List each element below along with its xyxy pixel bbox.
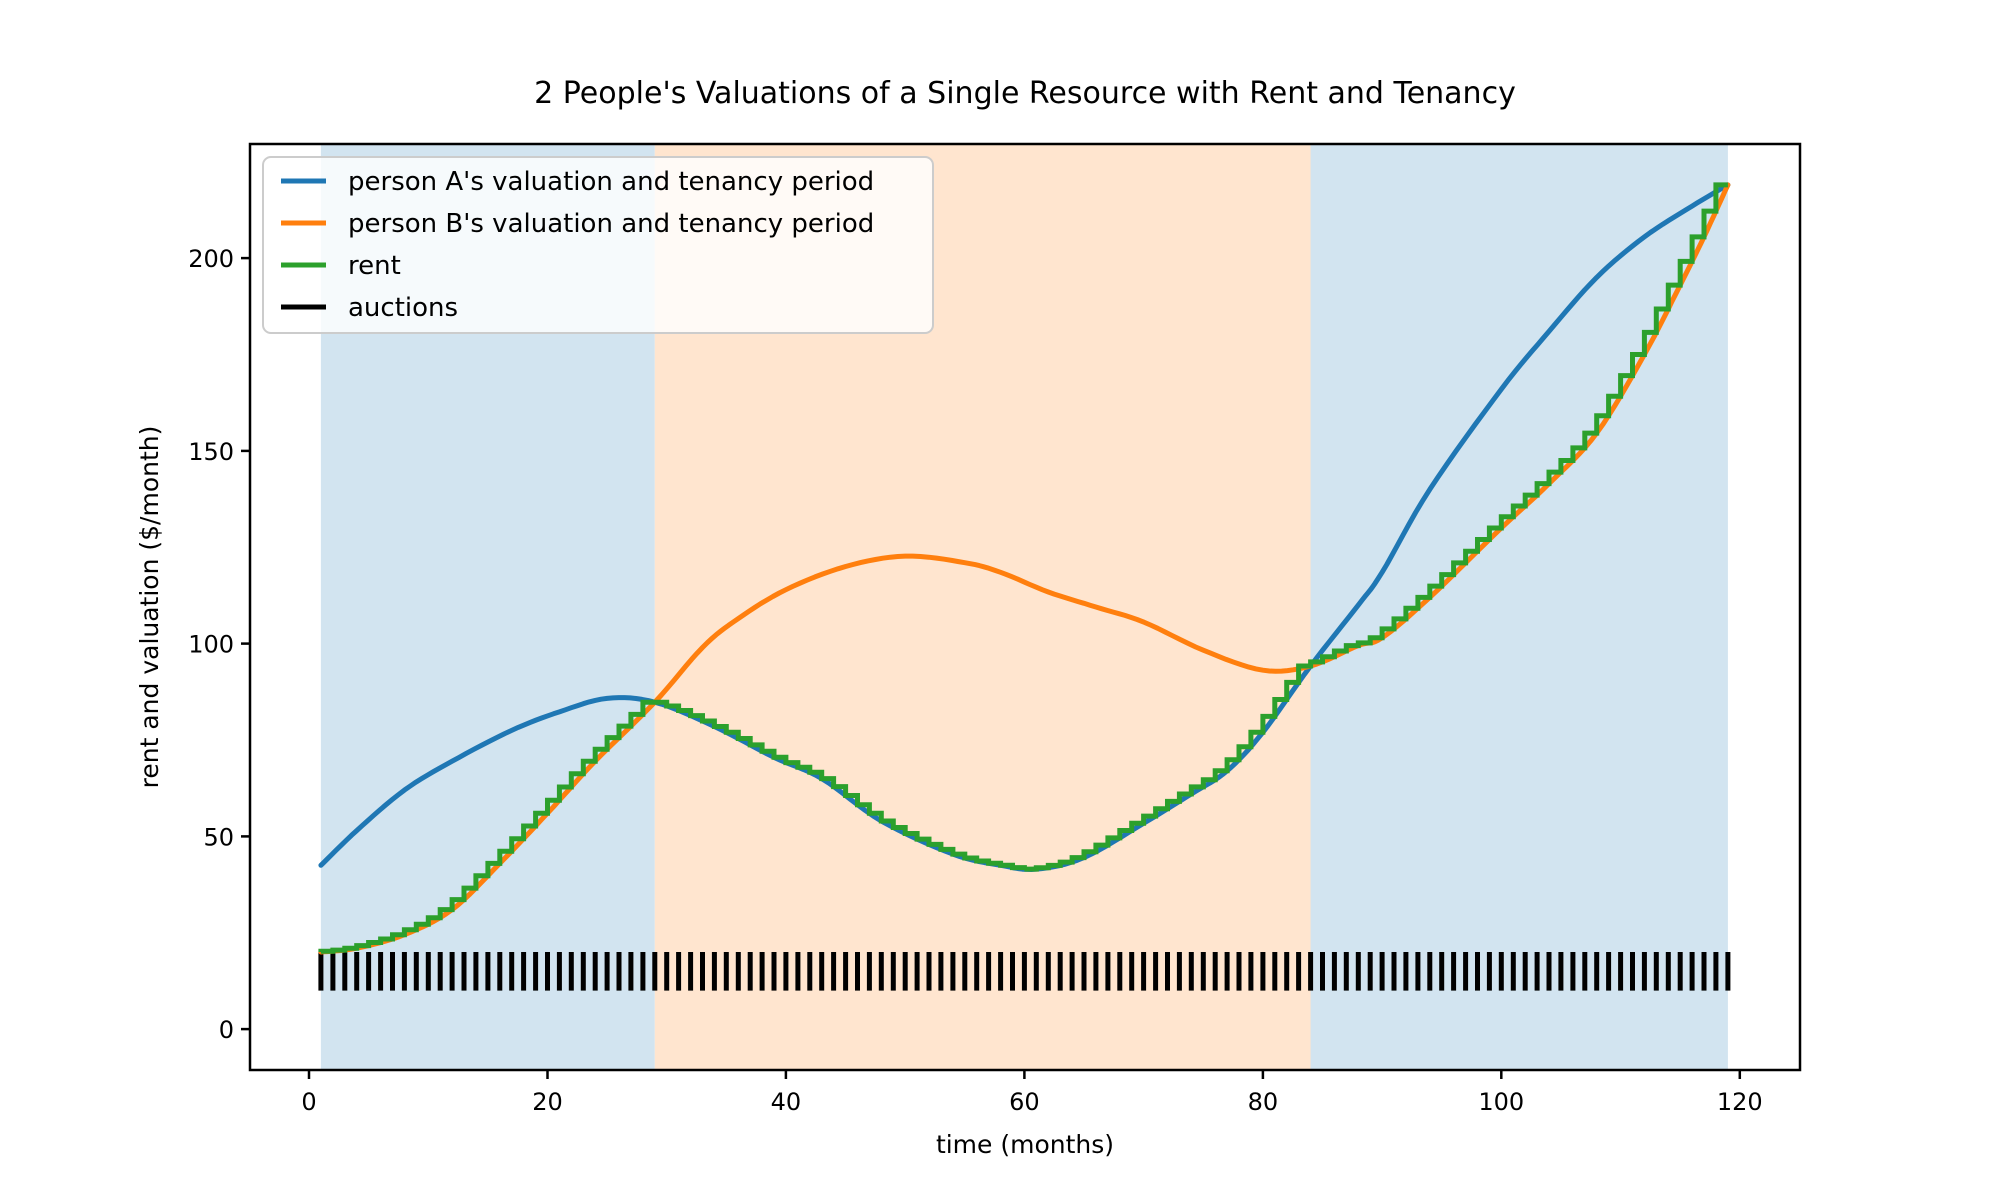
x-tick-label: 60 <box>1009 1088 1040 1116</box>
x-axis-ticks: 0 20 40 60 80 100 120 <box>301 1070 1763 1116</box>
legend-label-2: person B's valuation and tenancy period <box>348 209 874 239</box>
legend-label-3: rent <box>348 251 401 281</box>
y-axis-ticks: 0 50 100 150 200 <box>188 245 250 1044</box>
legend-label-4: auctions <box>348 293 458 323</box>
legend-box <box>262 156 934 334</box>
y-tick-label: 0 <box>219 1016 234 1044</box>
rent-step-line <box>318 182 1728 954</box>
x-tick-label: 80 <box>1248 1088 1279 1116</box>
x-tick-label: 40 <box>771 1088 802 1116</box>
x-tick-label: 100 <box>1478 1088 1524 1116</box>
y-axis-label: rent and valuation ($/month) <box>135 426 164 789</box>
legend: person A's valuation and tenancy period p… <box>262 156 934 334</box>
x-axis-label: time (months) <box>936 1130 1114 1159</box>
legend-label-1: person A's valuation and tenancy period <box>348 167 874 197</box>
y-tick-label: 200 <box>188 245 234 273</box>
y-tick-label: 150 <box>188 438 234 466</box>
x-tick-label: 20 <box>532 1088 563 1116</box>
y-tick-label: 100 <box>188 631 234 659</box>
auction-marks <box>318 952 1731 991</box>
tenancy-region-A <box>1310 144 1728 1070</box>
y-tick-label: 50 <box>203 823 234 851</box>
x-tick-label: 0 <box>301 1088 316 1116</box>
chart-title: 2 People's Valuations of a Single Resour… <box>534 76 1516 111</box>
x-tick-label: 120 <box>1717 1088 1763 1116</box>
